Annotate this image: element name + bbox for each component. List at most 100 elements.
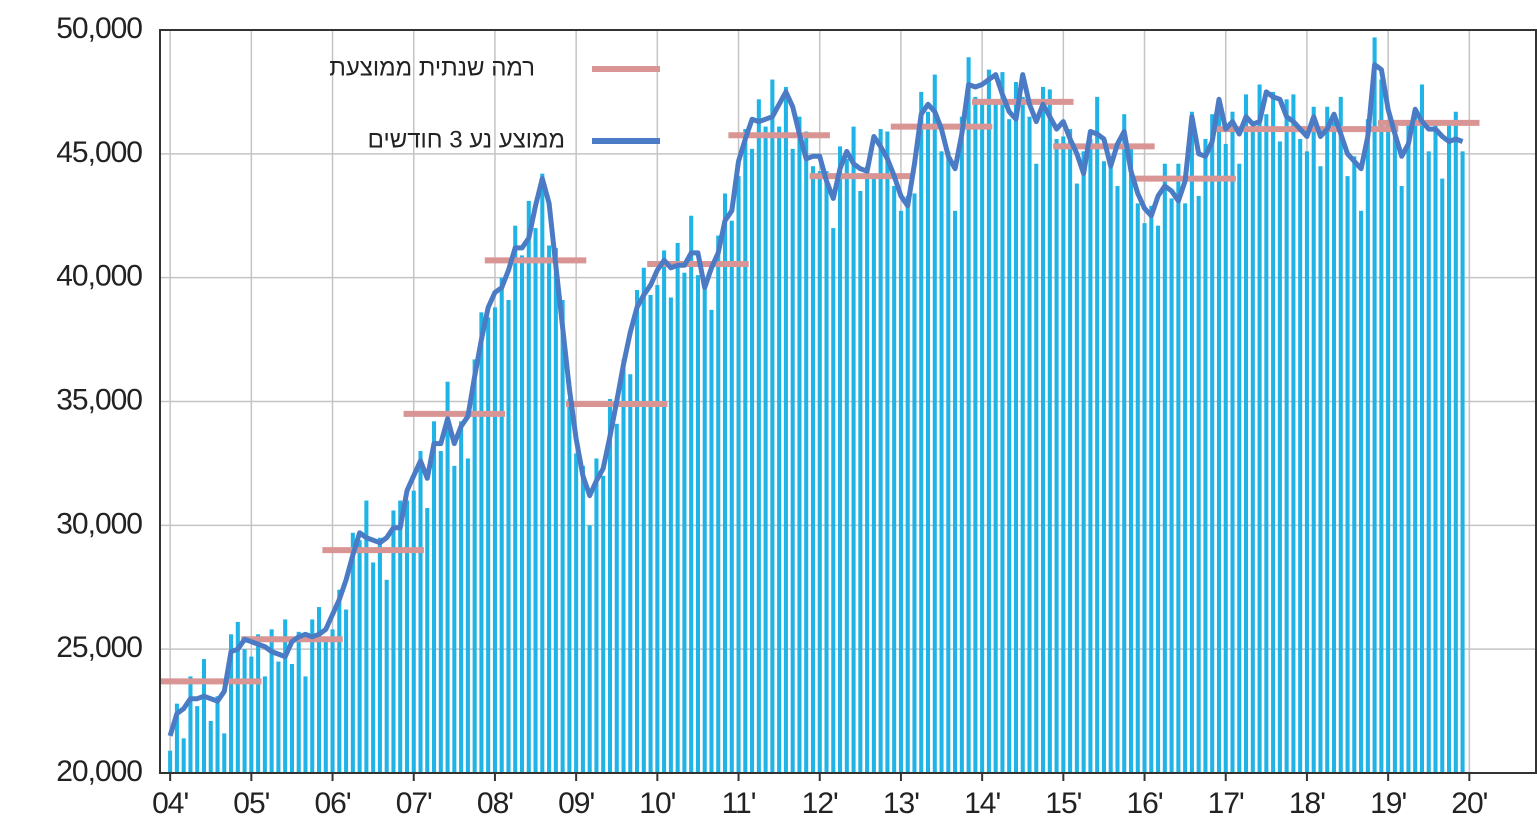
bar [1041, 86, 1046, 774]
bar [925, 111, 931, 774]
x-tick-label: 11' [722, 787, 756, 820]
bar [662, 250, 667, 773]
legend-label: רמה שנתית ממוצעת [329, 54, 535, 81]
bar [878, 129, 883, 774]
bar [1128, 143, 1134, 774]
bar [1359, 210, 1364, 774]
bar [628, 374, 633, 773]
bar [459, 421, 464, 773]
bar [1027, 116, 1032, 773]
bar [1237, 163, 1242, 774]
bar [1271, 91, 1276, 773]
bar [1034, 163, 1039, 774]
x-tick-label: 08' [477, 787, 513, 820]
bar [432, 421, 437, 773]
bar [865, 166, 870, 773]
y-tick-label: 45,000 [56, 136, 142, 169]
bar [499, 277, 504, 773]
bar [262, 676, 267, 773]
bar [871, 178, 876, 774]
bar [1406, 121, 1411, 774]
bar [770, 79, 775, 774]
bar [1460, 151, 1465, 773]
bar [980, 99, 985, 773]
bar [215, 696, 220, 773]
bar [222, 733, 227, 773]
bar [1372, 37, 1377, 774]
bar [817, 171, 822, 774]
x-tick-label: 05' [233, 787, 269, 820]
bar [824, 171, 829, 774]
bar [1122, 114, 1127, 773]
bar [1284, 99, 1289, 773]
bar [357, 540, 362, 773]
bar [1223, 143, 1228, 774]
bar [1020, 96, 1025, 774]
bar [743, 129, 748, 774]
bar [330, 629, 335, 773]
bar [709, 309, 714, 773]
x-tick-label: 20' [1451, 787, 1487, 820]
bar [269, 629, 274, 773]
x-tick-label: 18' [1289, 787, 1325, 820]
bar [1250, 131, 1255, 773]
x-tick-label: 19' [1370, 787, 1406, 820]
bar [540, 173, 545, 773]
bar [1156, 225, 1161, 773]
bar [702, 282, 707, 773]
bar [594, 458, 599, 773]
bar [350, 532, 355, 773]
x-tick-label: 14' [964, 787, 1000, 820]
bar [391, 510, 396, 773]
y-tick-label: 30,000 [56, 507, 142, 540]
bar [648, 295, 653, 773]
bar [1304, 151, 1309, 773]
bar [560, 299, 565, 773]
bar [1101, 161, 1106, 774]
bar [174, 703, 179, 773]
bar [364, 500, 369, 773]
bar [790, 148, 795, 773]
bar [621, 359, 626, 773]
bar [1088, 138, 1093, 773]
bar [1108, 161, 1113, 774]
plot-frame [159, 29, 1537, 774]
bar [993, 104, 998, 774]
bar [986, 69, 991, 774]
bar [547, 245, 552, 774]
bar [256, 634, 261, 773]
bar [316, 607, 322, 773]
bar [1453, 111, 1458, 774]
bar [276, 661, 281, 773]
bar [905, 195, 910, 774]
y-tick-label: 20,000 [56, 755, 142, 788]
bar [1149, 205, 1154, 774]
bar [797, 116, 802, 773]
bar [526, 200, 531, 773]
bar [486, 317, 491, 773]
bar [208, 720, 213, 773]
bar [851, 126, 856, 774]
bar [844, 158, 849, 773]
bar [384, 579, 389, 773]
bar [1007, 119, 1012, 773]
bar [1413, 116, 1418, 773]
bar [344, 609, 349, 773]
bar [729, 220, 734, 773]
bar [1068, 129, 1073, 774]
x-tick-label: 12' [802, 787, 838, 820]
bar [912, 193, 917, 773]
bar [1352, 156, 1357, 773]
bar [587, 525, 592, 773]
bar [513, 225, 518, 773]
y-tick-label: 35,000 [56, 383, 142, 416]
bar [973, 96, 978, 774]
bar [310, 619, 315, 773]
x-tick-label: 17' [1208, 787, 1244, 820]
bar [1440, 178, 1445, 774]
bar [1325, 106, 1330, 773]
bar [377, 537, 382, 773]
bar [668, 297, 673, 773]
bar [777, 126, 782, 774]
